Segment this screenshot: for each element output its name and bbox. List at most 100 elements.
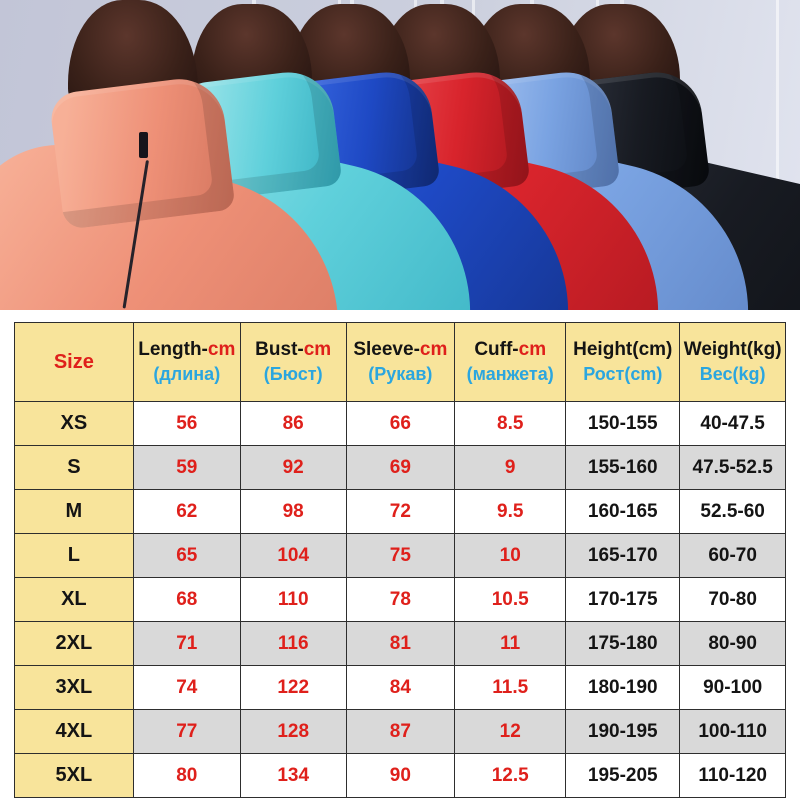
cell-sleeve: 87 [345, 709, 456, 754]
cell-length: 56 [132, 401, 241, 446]
cell-sleeve: 78 [345, 577, 456, 622]
table-row-xs: XS 56 86 66 8.5 150-155 40-47.5 [14, 401, 786, 446]
header-bust-ru: (Бюст) [263, 364, 323, 385]
header-bust-en: Bust- [255, 339, 304, 361]
header-sleeve-ru: (Рукав) [368, 364, 433, 385]
cell-cuff: 11.5 [454, 665, 567, 710]
cell-weight: 52.5-60 [679, 489, 786, 534]
column-header-bust: Bust-cm (Бюст) [239, 322, 347, 402]
table-row-3xl: 3XL 74 122 84 11.5 180-190 90-100 [14, 665, 786, 710]
cell-size: XL [14, 577, 134, 622]
cell-size: L [14, 533, 134, 578]
column-header-weight: Weight(kg) Вес(kg) [679, 322, 786, 402]
cell-sleeve: 84 [345, 665, 456, 710]
cell-height: 170-175 [565, 577, 681, 622]
cell-height: 190-195 [565, 709, 681, 754]
cell-cuff: 8.5 [454, 401, 567, 446]
cell-weight: 80-90 [679, 621, 786, 666]
table-row-m: M 62 98 72 9.5 160-165 52.5-60 [14, 489, 786, 534]
cell-length: 68 [132, 577, 241, 622]
cell-bust: 128 [239, 709, 347, 754]
cell-sleeve: 90 [345, 753, 456, 798]
cell-size: M [14, 489, 134, 534]
table-row-l: L 65 104 75 10 165-170 60-70 [14, 533, 786, 578]
header-cuff-en: Cuff- [474, 339, 519, 361]
table-row-5xl: 5XL 80 134 90 12.5 195-205 110-120 [14, 753, 786, 798]
cell-cuff: 10 [454, 533, 567, 578]
cell-length: 62 [132, 489, 241, 534]
cell-cuff: 12 [454, 709, 567, 754]
cell-weight: 70-80 [679, 577, 786, 622]
cell-length: 74 [132, 665, 241, 710]
cell-sleeve: 69 [345, 445, 456, 490]
cell-bust: 98 [239, 489, 347, 534]
cell-cuff: 10.5 [454, 577, 567, 622]
product-photo [0, 0, 800, 310]
cell-weight: 90-100 [679, 665, 786, 710]
cell-length: 71 [132, 621, 241, 666]
cell-sleeve: 72 [345, 489, 456, 534]
cell-size: 2XL [14, 621, 134, 666]
cell-height: 195-205 [565, 753, 681, 798]
cell-bust: 116 [239, 621, 347, 666]
header-weight-en: Weight(kg) [683, 339, 782, 361]
cell-height: 165-170 [565, 533, 681, 578]
cell-weight: 40-47.5 [679, 401, 786, 446]
header-bust-unit: cm [303, 339, 332, 361]
header-row: Size Length-cm (длина) Bust-cm (Бюст) Sl… [14, 322, 786, 402]
header-sleeve-unit: cm [419, 339, 448, 361]
cell-bust: 104 [239, 533, 347, 578]
cell-length: 65 [132, 533, 241, 578]
header-sleeve-en: Sleeve- [353, 339, 420, 361]
header-weight-ru: Вес(kg) [699, 364, 766, 385]
cell-weight: 60-70 [679, 533, 786, 578]
header-size-label: Size [53, 351, 94, 373]
cell-bust: 86 [239, 401, 347, 446]
column-header-sleeve: Sleeve-cm (Рукав) [345, 322, 456, 402]
cell-sleeve: 75 [345, 533, 456, 578]
cell-size: 3XL [14, 665, 134, 710]
cell-length: 59 [132, 445, 241, 490]
header-length-ru: (длина) [153, 364, 221, 385]
cell-size: S [14, 445, 134, 490]
header-cuff-ru: (манжета) [466, 364, 554, 385]
cell-size: XS [14, 401, 134, 446]
cell-length: 80 [132, 753, 241, 798]
column-header-cuff: Cuff-cm (манжета) [454, 322, 567, 402]
header-length-en: Length- [138, 339, 208, 361]
column-header-height: Height(cm) Рост(cm) [565, 322, 681, 402]
table-row-2xl: 2XL 71 116 81 11 175-180 80-90 [14, 621, 786, 666]
header-height-en: Height(cm) [573, 339, 673, 361]
cell-size: 4XL [14, 709, 134, 754]
jacket-turquoise [23, 0, 501, 310]
header-height-ru: Рост(cm) [583, 364, 663, 385]
cell-height: 180-190 [565, 665, 681, 710]
cell-height: 175-180 [565, 621, 681, 666]
cell-cuff: 12.5 [454, 753, 567, 798]
table-row-xl: XL 68 110 78 10.5 170-175 70-80 [14, 577, 786, 622]
cell-height: 150-155 [565, 401, 681, 446]
jacket-coral [0, 0, 369, 310]
cell-cuff: 11 [454, 621, 567, 666]
cell-cuff: 9 [454, 445, 567, 490]
header-length-unit: cm [207, 339, 236, 361]
size-chart-table: Size Length-cm (длина) Bust-cm (Бюст) Sl… [14, 322, 786, 798]
cell-size: 5XL [14, 753, 134, 798]
cell-weight: 47.5-52.5 [679, 445, 786, 490]
header-cuff-unit: cm [518, 339, 547, 361]
zipper-pull [139, 132, 148, 158]
cell-sleeve: 66 [345, 401, 456, 446]
cell-height: 160-165 [565, 489, 681, 534]
cell-length: 77 [132, 709, 241, 754]
cell-bust: 122 [239, 665, 347, 710]
table-row-s: S 59 92 69 9 155-160 47.5-52.5 [14, 445, 786, 490]
cell-sleeve: 81 [345, 621, 456, 666]
column-header-length: Length-cm (длина) [132, 322, 241, 402]
cell-height: 155-160 [565, 445, 681, 490]
background-rod [776, 0, 779, 310]
table-row-4xl: 4XL 77 128 87 12 190-195 100-110 [14, 709, 786, 754]
cell-cuff: 9.5 [454, 489, 567, 534]
column-header-size: Size [14, 322, 134, 402]
cell-bust: 110 [239, 577, 347, 622]
